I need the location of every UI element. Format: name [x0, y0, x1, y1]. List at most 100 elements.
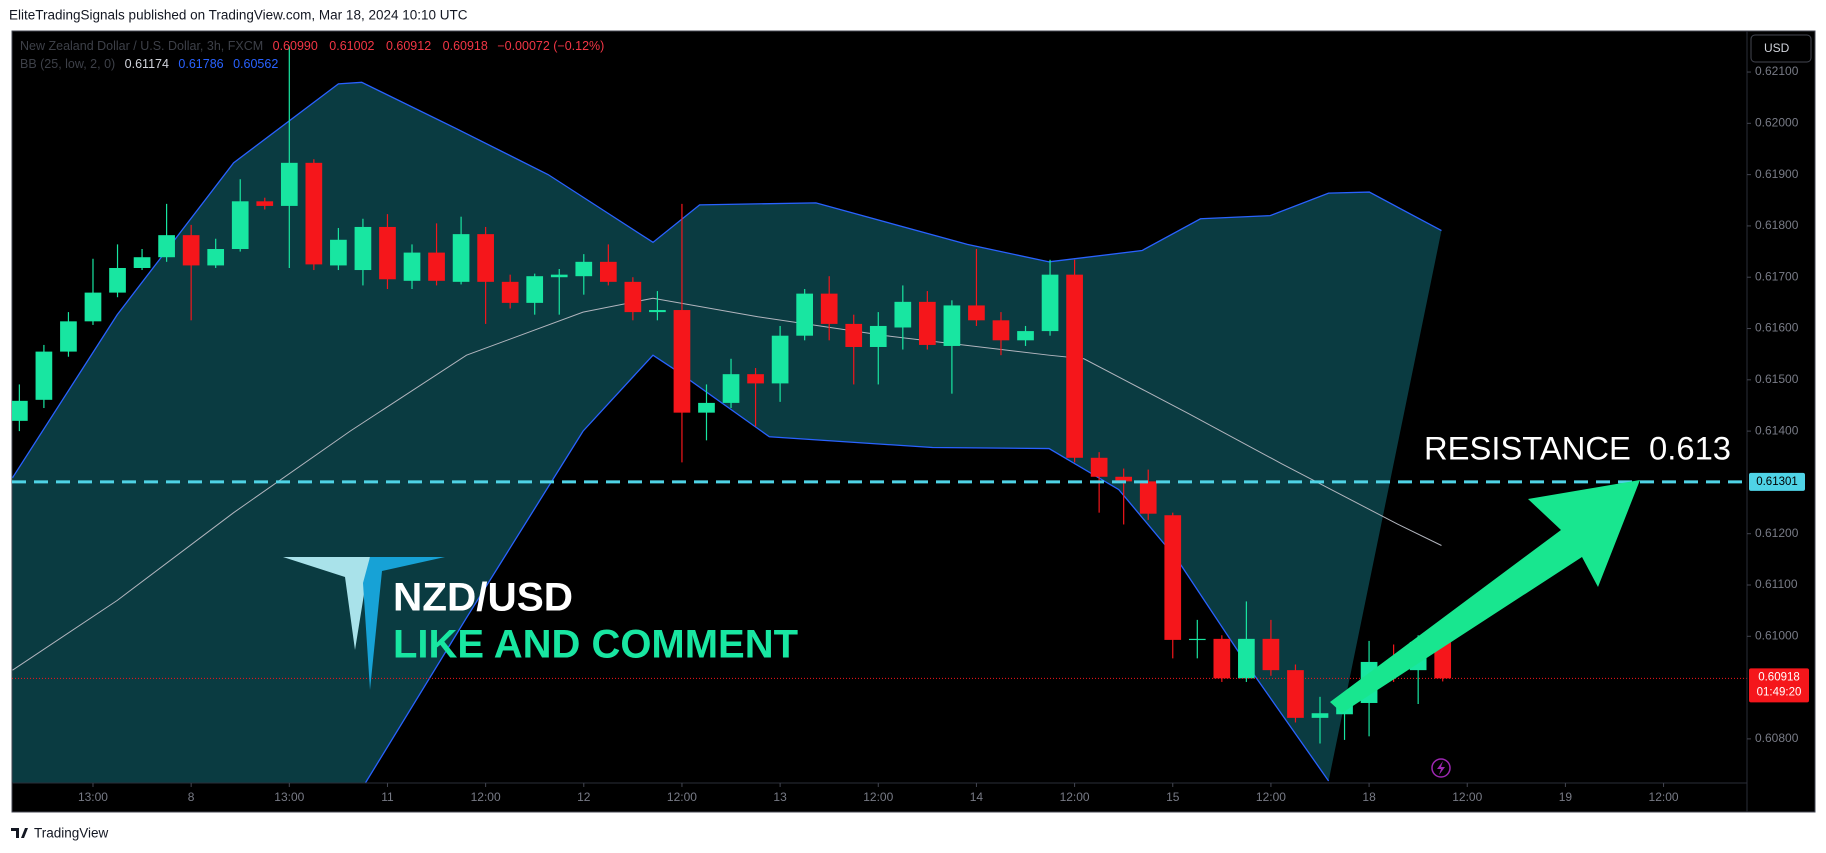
- y-tick-label: 0.61900: [1755, 167, 1799, 181]
- candle-body: [428, 252, 445, 281]
- legend-low: 0.60912: [386, 39, 431, 53]
- candle-body: [624, 281, 642, 313]
- candle-body: [12, 400, 28, 421]
- currency-label[interactable]: USD: [1764, 41, 1790, 55]
- band-lower: [364, 354, 1330, 783]
- candle-body: [1066, 274, 1083, 458]
- x-tick-label: 13:00: [274, 790, 304, 804]
- indicator-name: BB (25, low, 2, 0): [20, 57, 115, 71]
- indicator-lower: 0.60562: [233, 57, 278, 71]
- candle-body: [599, 261, 617, 282]
- candle-body: [869, 325, 887, 347]
- candle-body: [698, 402, 715, 413]
- call-annotation: LIKE AND COMMENT: [393, 623, 798, 667]
- candle-body: [943, 305, 961, 346]
- candle-body: [133, 257, 151, 268]
- indicator-basis: 0.61174: [125, 57, 169, 71]
- candle-body: [109, 267, 126, 293]
- candle-body: [550, 274, 568, 278]
- candle-body: [477, 234, 494, 282]
- legend-high: 0.61002: [329, 39, 374, 53]
- x-tick-label: 13:00: [78, 790, 108, 804]
- candle-body: [1090, 457, 1108, 477]
- legend-indicator: BB (25, low, 2, 0) 0.61174 0.61786 0.605…: [20, 57, 278, 71]
- y-tick-label: 0.61200: [1755, 526, 1799, 540]
- y-tick-label: 0.61000: [1755, 628, 1799, 642]
- indicator-upper: 0.61786: [178, 57, 223, 71]
- candle-body: [379, 226, 396, 280]
- candle-body: [60, 321, 77, 352]
- candle-body: [1041, 274, 1059, 332]
- y-tick-label: 0.61800: [1755, 218, 1799, 232]
- candle-body: [256, 201, 274, 206]
- legend-open: 0.60990: [273, 39, 318, 53]
- candle-body: [1213, 638, 1231, 679]
- x-tick-label: 12:00: [863, 790, 893, 804]
- event-icon[interactable]: [1431, 758, 1451, 778]
- event-icon-bolt: [1437, 761, 1445, 775]
- legend-symbol: New Zealand Dollar / U.S. Dollar, 3h, FX…: [20, 39, 263, 53]
- x-tick-label: 12:00: [1060, 790, 1090, 804]
- x-tick-label: 19: [1559, 790, 1573, 804]
- x-tick-label: 12:00: [471, 790, 501, 804]
- candle-body: [968, 305, 985, 321]
- x-tick-label: 12:00: [667, 790, 697, 804]
- candle-body: [649, 310, 666, 313]
- legend-close: 0.60918: [443, 39, 488, 53]
- candle-body: [771, 335, 789, 384]
- candle-body: [330, 239, 347, 266]
- x-tick-label: 13: [773, 790, 787, 804]
- y-tick-label: 0.61700: [1755, 269, 1799, 283]
- x-tick-label: 14: [970, 790, 984, 804]
- legend-change: −0.00072 (−0.12%): [497, 39, 604, 53]
- candle-body: [1311, 713, 1329, 718]
- candle-body: [1164, 515, 1182, 640]
- x-tick-label: 15: [1166, 790, 1180, 804]
- candle-body: [305, 162, 323, 265]
- candle-body: [1115, 476, 1133, 482]
- resistance-price-label: 0.61301: [1756, 476, 1798, 488]
- candle-body: [526, 276, 544, 303]
- candle-body: [894, 301, 912, 328]
- candle-body: [992, 320, 1010, 341]
- candle-body: [1188, 638, 1206, 641]
- band-basis: [12, 297, 1442, 671]
- y-tick-label: 0.61500: [1755, 372, 1799, 386]
- logo-right-wing: [363, 557, 445, 690]
- y-tick-label: 0.61400: [1755, 423, 1799, 437]
- candle-body: [501, 281, 519, 303]
- y-tick-label: 0.62100: [1755, 64, 1799, 78]
- candle-body: [35, 351, 53, 400]
- x-tick-label: 12:00: [1452, 790, 1482, 804]
- y-tick-label: 0.62000: [1755, 116, 1799, 130]
- last-price-box: [1749, 668, 1809, 703]
- candle-body: [1017, 331, 1034, 341]
- candle-body: [280, 162, 298, 206]
- candle-body: [354, 226, 372, 271]
- arrow: [1330, 480, 1640, 713]
- x-tick-label: 12:00: [1649, 790, 1679, 804]
- x-tick-label: 8: [188, 790, 195, 804]
- candle-body: [403, 252, 421, 281]
- resistance-price-box: [1749, 472, 1805, 491]
- candle-body: [84, 292, 102, 322]
- candle-body: [231, 201, 249, 250]
- candle-body: [158, 235, 175, 258]
- candle-body: [575, 261, 593, 277]
- y-tick-label: 0.61100: [1755, 577, 1798, 591]
- currency-button[interactable]: [1750, 34, 1812, 63]
- candle-body: [747, 374, 764, 384]
- footer-brand: TradingView: [34, 826, 109, 841]
- pair-annotation: NZD/USD: [393, 576, 573, 620]
- published-line: EliteTradingSignals published on Trading…: [9, 8, 468, 23]
- candle-body: [673, 310, 691, 413]
- band-upper: [12, 81, 1442, 479]
- candle-body: [1434, 641, 1452, 679]
- legend-ohlc: New Zealand Dollar / U.S. Dollar, 3h, FX…: [20, 39, 604, 53]
- last-price-label: 0.60918: [1758, 671, 1800, 683]
- candle-body: [1287, 670, 1304, 718]
- x-tick-label: 12: [577, 790, 591, 804]
- candle-body: [796, 293, 813, 336]
